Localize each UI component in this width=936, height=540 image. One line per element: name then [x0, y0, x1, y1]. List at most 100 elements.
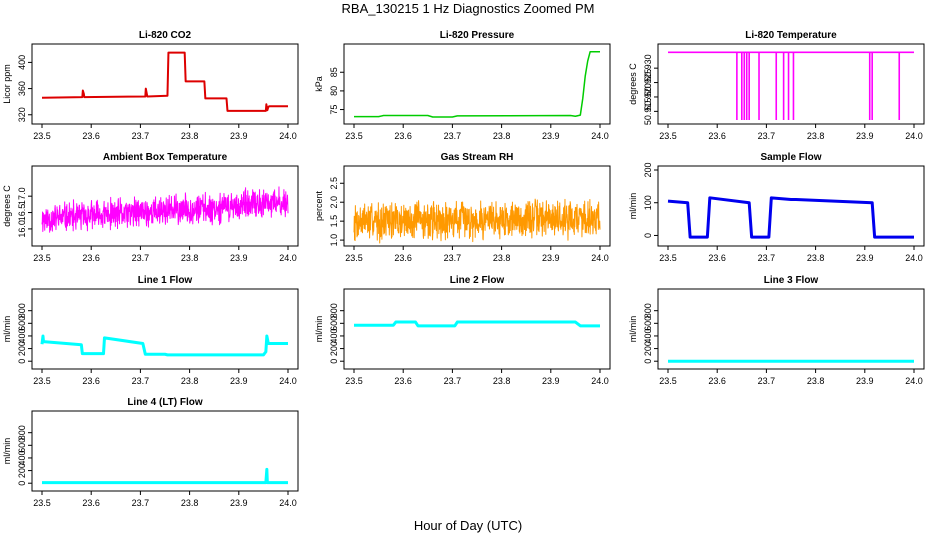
x-tick-label: 24.0: [591, 253, 609, 263]
x-tick-label: 23.5: [33, 131, 51, 141]
x-tick-label: 23.5: [33, 253, 51, 263]
data-series-line: [668, 51, 914, 120]
plot-frame: [31, 410, 299, 492]
chart-co2: Li-820 CO2 Licor ppm 23.5 23.6 23.7 23.8 23.9 2…: [2, 30, 299, 141]
x-tick-label: 23.6: [394, 376, 412, 386]
y-tick-label: 600: [643, 316, 653, 331]
y-tick-label: 50.920: [643, 83, 653, 111]
x-tick-label: 23.8: [807, 253, 825, 263]
y-tick-label: 400: [17, 55, 27, 70]
y-axis-label: kPa: [314, 76, 324, 92]
x-tick-label: 24.0: [279, 498, 297, 508]
data-series-line: [353, 198, 601, 244]
plot-frame: [343, 288, 611, 370]
x-tick-label: 24.0: [905, 376, 923, 386]
plot-frame: [657, 288, 925, 370]
y-tick-label: 0: [329, 359, 339, 364]
y-tick-label: 80: [329, 86, 339, 96]
y-tick-label: 200: [17, 341, 27, 356]
chart-sample-flow: Sample Flow ml/min 23.5 23.6 23.7 23.8 23.9 24.…: [628, 152, 925, 263]
x-tick-label: 23.9: [230, 498, 248, 508]
y-tick-label: 0: [17, 481, 27, 486]
plot-title: Sample Flow: [760, 152, 821, 163]
chart-line2-flow: Line 2 Flow ml/min 23.5 23.6 23.7 23.8 23.9 24.…: [314, 275, 611, 386]
y-tick-label: 800: [17, 425, 27, 440]
plot-frame: [657, 43, 925, 125]
x-tick-label: 24.0: [591, 131, 609, 141]
y-tick-label: 200: [643, 162, 653, 177]
x-tick-label: 23.7: [758, 131, 776, 141]
plot-title: Gas Stream RH: [441, 152, 514, 163]
x-tick-label: 23.5: [345, 131, 363, 141]
x-tick-label: 23.7: [132, 253, 150, 263]
y-tick-label: 200: [643, 341, 653, 356]
y-tick-label: 600: [329, 316, 339, 331]
y-tick-label: 1.5: [329, 215, 339, 228]
y-tick-label: 50.915: [643, 98, 653, 126]
plot-frame: [31, 43, 299, 125]
x-tick-label: 23.9: [542, 376, 560, 386]
plot-frame: [31, 288, 299, 370]
y-tick-label: 50.925: [643, 69, 653, 97]
plot-title: Ambient Box Temperature: [103, 152, 228, 163]
x-tick-label: 23.8: [181, 498, 199, 508]
x-tick-label: 24.0: [905, 253, 923, 263]
x-tick-label: 23.5: [659, 131, 677, 141]
x-tick-label: 23.6: [394, 253, 412, 263]
y-tick-label: 800: [643, 303, 653, 318]
y-tick-label: 600: [17, 316, 27, 331]
x-tick-label: 23.5: [659, 376, 677, 386]
y-tick-label: 2.5: [329, 177, 339, 190]
x-tick-label: 23.8: [181, 376, 199, 386]
x-tick-label: 23.6: [708, 253, 726, 263]
x-tick-label: 23.8: [493, 131, 511, 141]
plot-title: Li-820 Pressure: [440, 30, 515, 41]
x-tick-label: 23.5: [345, 253, 363, 263]
x-tick-label: 24.0: [279, 253, 297, 263]
y-tick-label: 1.0: [329, 234, 339, 247]
chart-line3-flow: Line 3 Flow ml/min 23.5 23.6 23.7 23.8 23.9 24.…: [628, 275, 925, 386]
data-series-line: [41, 186, 289, 233]
data-series-line: [40, 334, 288, 357]
y-axis-label: ml/min: [314, 316, 324, 343]
chart-line4-flow: Line 4 (LT) Flow ml/min 23.5 23.6 23.7 23.8 23…: [2, 397, 299, 508]
y-axis-label: ml/min: [628, 193, 638, 220]
x-tick-label: 23.6: [708, 376, 726, 386]
x-tick-label: 23.8: [807, 376, 825, 386]
plot-frame: [657, 165, 925, 247]
x-tick-label: 23.6: [82, 498, 100, 508]
x-tick-label: 23.8: [493, 376, 511, 386]
y-tick-label: 800: [329, 303, 339, 318]
plot-title: Li-820 CO2: [139, 30, 192, 41]
y-tick-label: 16.5: [17, 204, 27, 222]
x-tick-label: 23.7: [132, 376, 150, 386]
data-series-line: [41, 51, 288, 112]
x-tick-label: 23.6: [82, 253, 100, 263]
plot-title: Line 1 Flow: [138, 275, 193, 286]
x-tick-label: 23.9: [230, 131, 248, 141]
x-tick-label: 24.0: [905, 131, 923, 141]
x-tick-label: 23.8: [181, 131, 199, 141]
y-tick-label: 320: [17, 107, 27, 122]
x-tick-label: 24.0: [279, 376, 297, 386]
y-tick-label: 400: [17, 450, 27, 465]
x-tick-label: 23.5: [345, 376, 363, 386]
y-tick-label: 800: [17, 303, 27, 318]
x-tick-label: 23.6: [394, 131, 412, 141]
y-tick-label: 17.0: [17, 187, 27, 205]
x-tick-label: 23.9: [230, 376, 248, 386]
y-tick-label: 2.0: [329, 196, 339, 209]
y-tick-label: 16.0: [17, 220, 27, 238]
x-tick-label: 23.5: [33, 498, 51, 508]
y-tick-label: 200: [17, 463, 27, 478]
x-tick-label: 23.6: [82, 131, 100, 141]
y-tick-label: 400: [17, 328, 27, 343]
x-tick-label: 23.6: [82, 376, 100, 386]
y-tick-label: 600: [17, 438, 27, 453]
x-tick-label: 23.8: [181, 253, 199, 263]
x-tick-label: 23.9: [856, 376, 874, 386]
y-axis-label: Licor ppm: [2, 64, 12, 104]
y-tick-label: 400: [329, 328, 339, 343]
y-axis-label: ml/min: [628, 316, 638, 343]
